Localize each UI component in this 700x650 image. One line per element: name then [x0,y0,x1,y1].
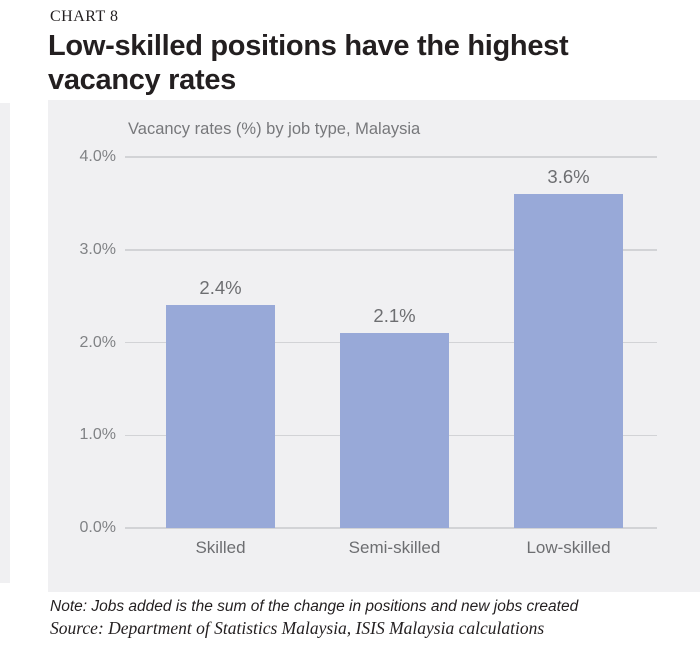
y-axis-tick-label: 4.0% [79,148,116,165]
x-axis-category-label: Semi-skilled [348,538,441,557]
page-title: Low-skilled positions have the highest v… [48,30,569,96]
chart-number-label: CHART 8 [50,8,119,25]
y-axis-tick-label: 2.0% [79,333,116,351]
gridline [125,156,657,158]
plot-area: 0.0% 1.0% 2.0% 3.0% 4.0% 2.4% Skilled 2.1% Semi-… [48,100,700,592]
y-axis-tick-label: 3.0% [79,240,116,258]
chart-panel: Vacancy rates (%) by job type, Malaysia … [48,100,700,592]
bar-value-label: 2.4% [199,277,242,299]
x-axis-category-label: Skilled [195,538,246,557]
gridline [125,527,657,529]
bar-semi-skilled [340,333,449,528]
y-axis-tick-label: 0.0% [79,519,116,536]
note-line: Note: Jobs added is the sum of the chang… [50,598,579,615]
y-axis-tick-label: 1.0% [79,426,116,444]
gridline [125,249,657,251]
chart-subtitle: Vacancy rates (%) by job type, Malaysia [128,120,421,138]
adjacent-panel-edge [0,103,10,583]
bar-value-label: 2.1% [373,305,416,327]
footnotes: Note: Jobs added is the sum of the chang… [50,597,578,639]
x-axis-category-label: Low-skilled [526,538,611,557]
bar-value-label: 3.6% [547,166,590,188]
bar-skilled [166,305,275,528]
source-line: Source: Department of Statistics Malaysi… [50,618,545,638]
bar-low-skilled [514,194,623,528]
